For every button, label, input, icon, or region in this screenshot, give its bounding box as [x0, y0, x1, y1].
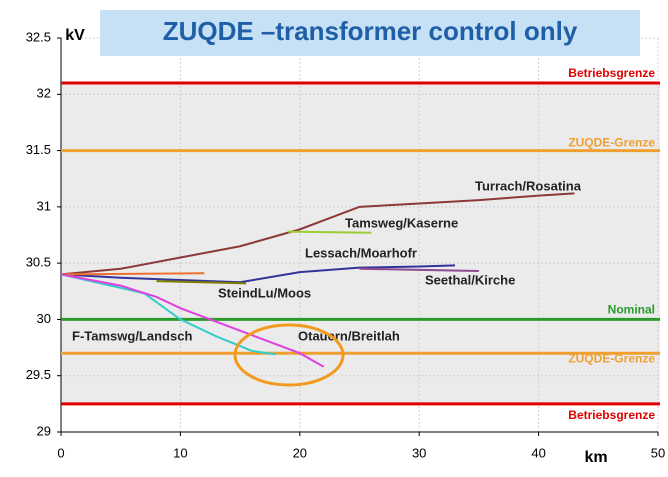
series-line — [60, 192, 575, 276]
y-tick-label: 29.5 — [26, 367, 51, 382]
x-axis-label: km — [584, 449, 607, 466]
series-line — [359, 267, 479, 273]
x-tick-label: 30 — [412, 445, 426, 460]
y-tick-label: 30 — [37, 311, 51, 326]
x-tick-label: 40 — [531, 445, 545, 460]
series-line — [156, 280, 247, 285]
series-label: Lessach/Moarhofr — [305, 245, 417, 260]
chart-title: ZUQDE –transformer control only — [163, 16, 578, 46]
series-line — [60, 273, 277, 356]
series-line — [60, 272, 205, 276]
series-label: Tamsweg/Kaserne — [345, 215, 458, 230]
reference-label: Nominal — [608, 303, 655, 317]
series-label: Turrach/Rosatina — [475, 178, 582, 193]
x-tick-label: 50 — [651, 445, 665, 460]
highlight-ellipse — [233, 323, 345, 387]
series-line — [60, 273, 325, 368]
y-tick-label: 29 — [37, 423, 51, 438]
series-label: F-Tamswg/Landsch — [72, 328, 192, 343]
y-tick-label: 31 — [37, 198, 51, 213]
y-tick-label: 30.5 — [26, 255, 51, 270]
reference-label: ZUQDE-Grenze — [568, 351, 655, 365]
plot-area: 29 29.5 30 30.5 31 31.5 32 32.5 0 10 20 30 40 50 Betri… — [26, 29, 666, 460]
reference-label: Betriebsgrenze — [568, 66, 655, 80]
series-line — [60, 264, 456, 284]
x-tick-label: 0 — [57, 445, 64, 460]
reference-label: ZUQDE-Grenze — [568, 136, 655, 150]
series-line — [287, 230, 372, 234]
series-label: Otauern/Breitlah — [298, 328, 400, 343]
y-tick-label: 31.5 — [26, 142, 51, 157]
y-axis-label: kV — [65, 27, 85, 44]
series-label: Seethal/Kirche — [425, 272, 515, 287]
band — [61, 83, 660, 404]
x-tick-label: 10 — [173, 445, 187, 460]
x-tick-label: 20 — [293, 445, 307, 460]
series-label: SteindLu/Moos — [218, 285, 311, 300]
y-tick-label: 32 — [37, 86, 51, 101]
title-box — [100, 10, 640, 56]
y-tick-label: 32.5 — [26, 29, 51, 44]
reference-label: Betriebsgrenze — [568, 408, 655, 422]
